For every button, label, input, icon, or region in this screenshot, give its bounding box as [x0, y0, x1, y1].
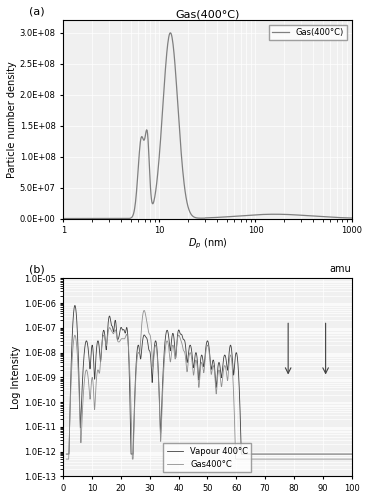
Line: Gas400°C: Gas400°C [66, 310, 352, 459]
Line: Vapour 400°C: Vapour 400°C [66, 306, 352, 454]
Text: (a): (a) [29, 6, 44, 16]
Gas400°C [349, 456, 354, 462]
Gas400°C [64, 456, 69, 462]
Gas400°C [195, 368, 200, 374]
Vapour 400°C [349, 451, 354, 457]
Title: Gas(400°C): Gas(400°C) [175, 10, 239, 20]
Gas400°C [289, 456, 293, 462]
Y-axis label: Particle number density: Particle number density [7, 61, 17, 178]
Vapour 400°C [203, 352, 207, 358]
Gas400°C [79, 440, 83, 446]
Vapour 400°C [73, 302, 77, 308]
X-axis label: $D_p$ (nm): $D_p$ (nm) [188, 236, 227, 251]
Vapour 400°C [64, 451, 69, 457]
Gas400°C [341, 456, 345, 462]
Vapour 400°C [79, 415, 83, 421]
Vapour 400°C [341, 451, 345, 457]
Vapour 400°C [195, 360, 200, 366]
Text: (b): (b) [29, 264, 45, 274]
Gas400°C [142, 308, 146, 314]
Vapour 400°C [289, 451, 293, 457]
Gas400°C [341, 456, 346, 462]
Y-axis label: Log Intensity: Log Intensity [11, 346, 21, 409]
Legend: Vapour 400°C, Gas400°C: Vapour 400°C, Gas400°C [163, 444, 251, 472]
Gas400°C [203, 356, 207, 362]
Text: amu: amu [330, 264, 352, 274]
Vapour 400°C [341, 451, 346, 457]
Legend: Gas(400°C): Gas(400°C) [269, 24, 347, 40]
